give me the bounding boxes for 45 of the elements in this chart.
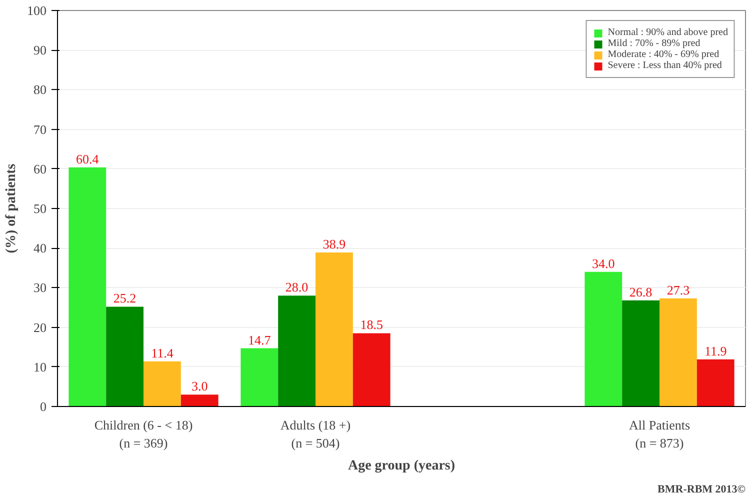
bar <box>584 272 622 406</box>
y-tick-label: 40 <box>34 240 46 256</box>
bar <box>352 333 390 406</box>
data-label: 34.0 <box>592 256 615 271</box>
x-tick-label: Adults (18 +) (n = 504) <box>280 418 351 450</box>
data-label: 27.3 <box>666 282 690 298</box>
y-tick-label: 70 <box>34 122 46 137</box>
y-tick-label: 30 <box>34 280 46 296</box>
bar <box>278 296 316 406</box>
y-tick-label: 0 <box>40 399 46 414</box>
bar <box>240 348 278 406</box>
x-tick-label: Children (6 - < 18) (n = 369) <box>94 418 193 450</box>
bar <box>622 300 660 406</box>
y-tick-label: 80 <box>34 82 46 98</box>
x-tick-label: All Patients (n = 873) <box>628 418 690 450</box>
legend-label: Severe : Less than 40% pred <box>608 60 722 71</box>
bar <box>144 361 181 406</box>
legend-label: Normal : 90% and above pred <box>608 27 728 38</box>
text: BMR-RBM 2013© <box>658 484 746 496</box>
bar <box>180 394 218 406</box>
bar <box>316 252 353 406</box>
y-tick-label: 60 <box>34 161 46 176</box>
data-label: 25.2 <box>113 290 136 306</box>
legend-label: Mild : 70% - 89% pred <box>608 38 700 49</box>
bar <box>68 167 106 406</box>
data-label: 11.9 <box>704 343 727 358</box>
x-axis-title: Age group (years) <box>348 458 456 474</box>
bar <box>660 298 697 406</box>
bar <box>106 306 144 406</box>
y-tick-label: 20 <box>34 320 46 335</box>
data-label: 26.8 <box>629 284 652 300</box>
data-label: 11.4 <box>151 345 174 360</box>
data-label: 18.5 <box>360 317 383 332</box>
data-label: 60.4 <box>76 151 100 166</box>
legend-label: Moderate : 40% - 69% pred <box>608 49 720 60</box>
y-tick-label: 10 <box>34 359 46 374</box>
y-tick-label: 50 <box>34 201 46 216</box>
data-label: 3.0 <box>191 378 208 394</box>
y-tick-label: 90 <box>34 42 46 58</box>
y-axis-title: (%) of patients <box>4 163 19 254</box>
bar <box>696 359 734 406</box>
data-label: 38.9 <box>322 236 346 252</box>
data-label: 14.7 <box>248 332 272 348</box>
y-tick-label: 100 <box>27 3 46 18</box>
data-label: 28.0 <box>285 280 308 295</box>
